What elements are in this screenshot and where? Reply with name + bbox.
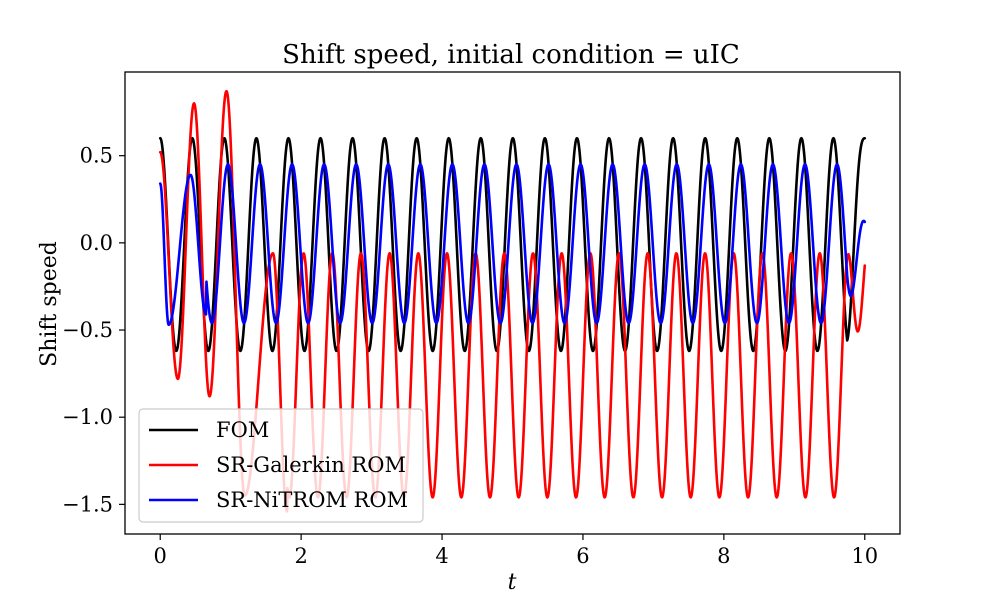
series-layer — [158, 89, 867, 513]
y-tick-label: −0.5 — [62, 318, 113, 342]
y-axis: 0.5 0.0 −0.5 −1.0 −1.5 — [62, 144, 125, 516]
legend-label-sr-nitrom-rom: SR-NiTROM ROM — [216, 488, 408, 512]
legend-label-fom: FOM — [216, 418, 269, 442]
chart-title: Shift speed, initial condition = uIC — [282, 40, 740, 70]
legend-items: FOM SR-Galerkin ROM SR-NiTROM ROM — [149, 418, 408, 512]
x-tick-label: 8 — [717, 544, 730, 568]
series-line-sr-nitrom-rom — [158, 163, 867, 327]
x-tick-label: 4 — [435, 544, 448, 568]
legend: FOM SR-Galerkin ROM SR-NiTROM ROM — [138, 408, 424, 523]
x-axis: 0 2 4 6 8 10 — [154, 534, 878, 568]
legend-label-sr-galerkin-rom: SR-Galerkin ROM — [216, 453, 406, 477]
plot-frame — [124, 71, 901, 535]
x-tick-label: 0 — [154, 544, 167, 568]
y-axis-label: Shift speed — [37, 241, 62, 367]
y-tick-label: 0.0 — [80, 231, 113, 255]
y-tick-label: −1.0 — [62, 405, 113, 429]
y-tick-label: 0.5 — [80, 144, 113, 168]
x-tick-label: 2 — [294, 544, 307, 568]
y-tick-label: −1.5 — [62, 492, 113, 516]
x-tick-label: 10 — [851, 544, 878, 568]
legend-box — [138, 408, 424, 523]
x-axis-label: t — [508, 570, 517, 595]
plot-area — [124, 71, 901, 535]
x-tick-label: 6 — [576, 544, 589, 568]
